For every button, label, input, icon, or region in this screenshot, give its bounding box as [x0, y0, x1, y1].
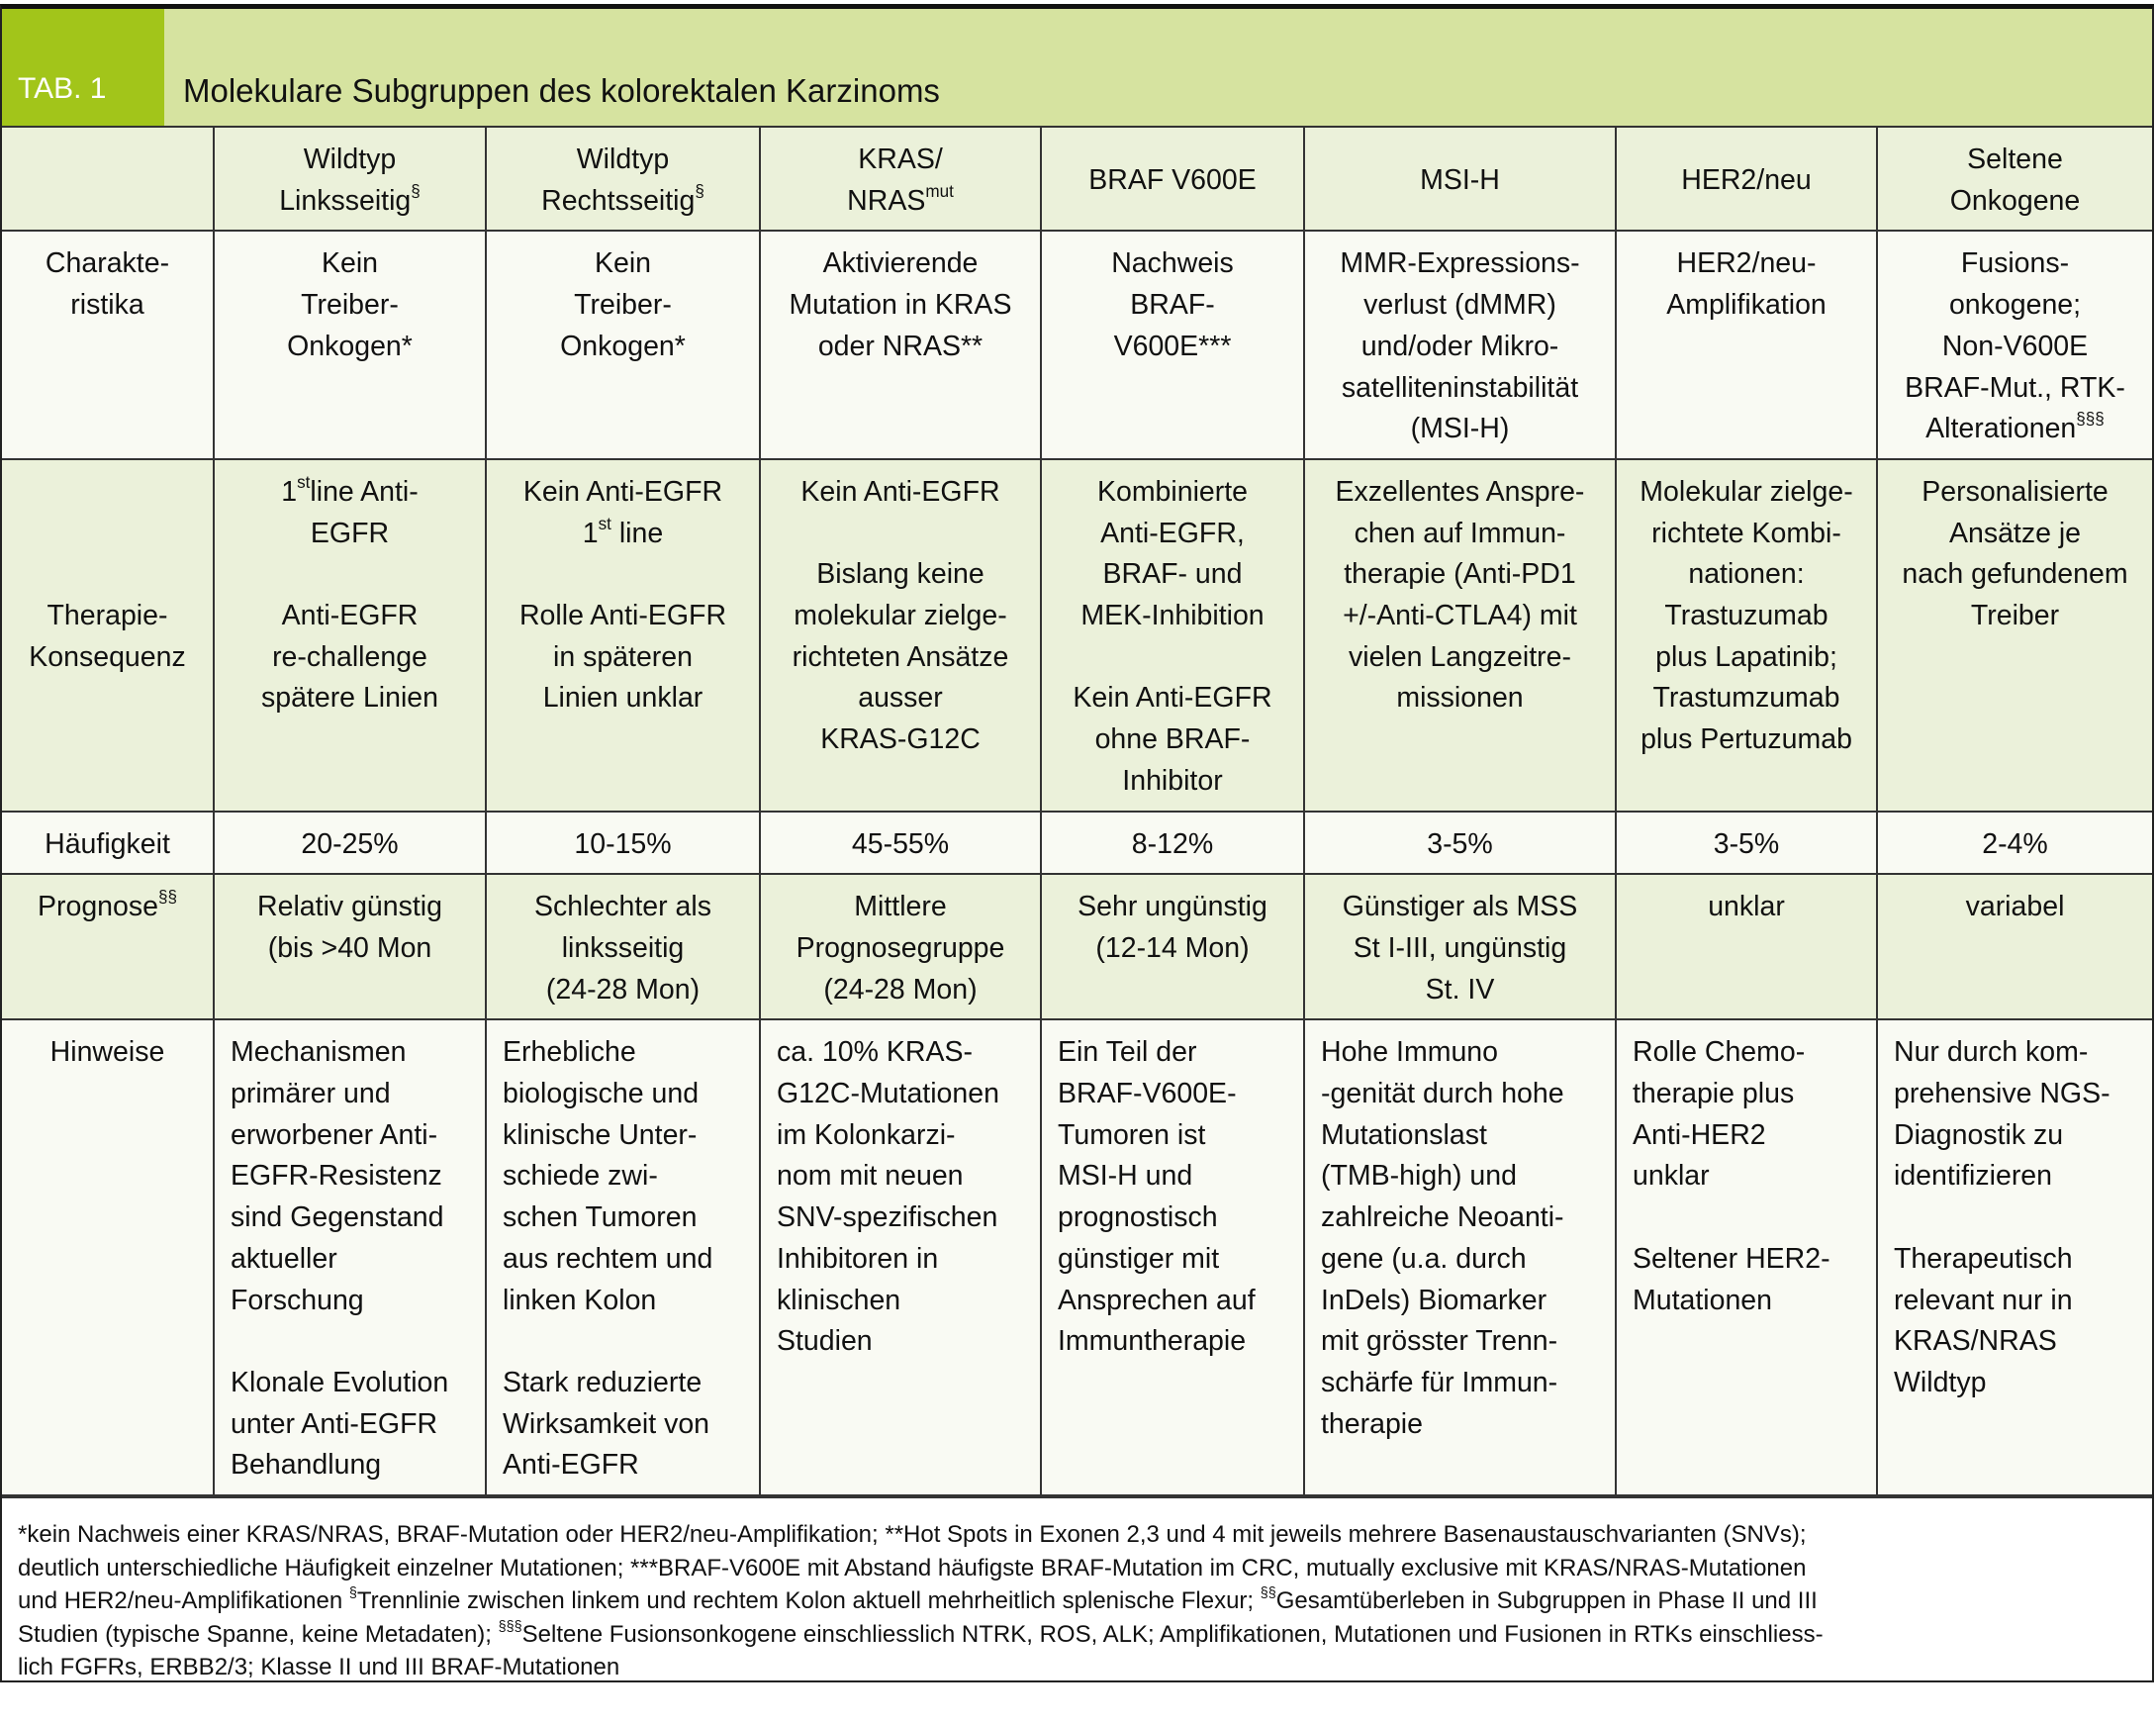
column-header: Wildtyp Linksseitig§ — [213, 128, 487, 233]
superscript-note: §§§ — [498, 1618, 522, 1635]
table-row: Therapie- Konsequenz 1stline Anti- EGFR A… — [2, 457, 2152, 813]
subgroup-table: Wildtyp Linksseitig§ Wildtyp Rechtsseitig… — [2, 128, 2152, 1497]
superscript-note: st — [297, 473, 311, 493]
table-cell: HER2/neu- Amplifikation — [1615, 230, 1878, 460]
superscript-note: mut — [925, 181, 954, 201]
table-cell: Aktivierende Mutation in KRAS oder NRAS*… — [759, 230, 1042, 460]
column-header: Wildtyp Rechtsseitig§ — [485, 128, 761, 233]
table-row: Prognose§§ Relativ günstig (bis >40 Mon Sc… — [2, 873, 2152, 1021]
table-cell: Erhebliche biologische und klinische Unt… — [485, 1018, 761, 1497]
table-cell: Kein Anti-EGFR Bislang keine molekular z… — [759, 457, 1042, 813]
superscript-note: §§ — [1260, 1585, 1276, 1602]
table-row: Häufigkeit 20-25% 10-15% 45-55% 8-12% 3-5% 3-5… — [2, 810, 2152, 876]
table-cell: Kombinierte Anti-EGFR, BRAF- und MEK-Inh… — [1040, 457, 1305, 813]
table-cell: variabel — [1876, 873, 2152, 1021]
table-cell: 3-5% — [1615, 810, 1878, 876]
table-cell: 20-25% — [213, 810, 487, 876]
table-cell: Günstiger als MSS St I-III, ungünstig St… — [1303, 873, 1617, 1021]
table-cell: Molekular zielge- richtete Kombi- nation… — [1615, 457, 1878, 813]
column-header: Seltene Onkogene — [1876, 128, 2152, 233]
table-cell: 45-55% — [759, 810, 1042, 876]
title-band: TAB. 1 Molekulare Subgruppen des kolorek… — [2, 9, 2152, 128]
table-cell: 2-4% — [1876, 810, 2152, 876]
table-cell: Mechanismen primärer und erworbener Anti… — [213, 1018, 487, 1497]
table-cell: Relativ günstig (bis >40 Mon — [213, 873, 487, 1021]
table-cell: Fusions- onkogene; Non-V600E BRAF-Mut., … — [1876, 230, 2152, 460]
table-cell: Personalisierte Ansätze je nach gefunden… — [1876, 457, 2152, 813]
table-cell: Kein Anti-EGFR 1st line Rolle Anti-EGFR … — [485, 457, 761, 813]
table-row: Charakte- ristika Kein Treiber- Onkogen* K… — [2, 230, 2152, 460]
superscript-note: § — [411, 181, 421, 201]
corner-cell — [2, 128, 215, 233]
table-cell: 10-15% — [485, 810, 761, 876]
table-cell: ca. 10% KRAS- G12C-Mutationen im Kolonka… — [759, 1018, 1042, 1497]
table-number-label: TAB. 1 — [2, 9, 164, 126]
column-header: HER2/neu — [1615, 128, 1878, 233]
column-header: MSI-H — [1303, 128, 1617, 233]
table-cell: unklar — [1615, 873, 1878, 1021]
table-cell: Nachweis BRAF- V600E*** — [1040, 230, 1305, 460]
table-cell: Exzellentes Anspre- chen auf Immun- ther… — [1303, 457, 1617, 813]
column-header: KRAS/ NRASmut — [759, 128, 1042, 233]
row-label: Therapie- Konsequenz — [2, 457, 215, 813]
header-row: Wildtyp Linksseitig§ Wildtyp Rechtsseitig… — [2, 128, 2152, 233]
table-cell: Hohe Immuno -genität durch hohe Mutation… — [1303, 1018, 1617, 1497]
table-figure: TAB. 1 Molekulare Subgruppen des kolorek… — [0, 4, 2154, 1683]
column-header: BRAF V600E — [1040, 128, 1305, 233]
footnote: *kein Nachweis einer KRAS/NRAS, BRAF-Mut… — [2, 1496, 2152, 1680]
table-cell: 3-5% — [1303, 810, 1617, 876]
table-cell: Rolle Chemo- therapie plus Anti-HER2 unk… — [1615, 1018, 1878, 1497]
superscript-note: st — [598, 514, 611, 533]
row-label: Hinweise — [2, 1018, 215, 1497]
table-cell: 1stline Anti- EGFR Anti-EGFR re-challeng… — [213, 457, 487, 813]
table-title: Molekulare Subgruppen des kolorektalen K… — [183, 72, 940, 109]
row-label: Prognose§§ — [2, 873, 215, 1021]
superscript-note: §§§ — [2076, 410, 2105, 430]
table-cell: Nur durch kom- prehensive NGS- Diagnosti… — [1876, 1018, 2152, 1497]
table-cell: Kein Treiber- Onkogen* — [213, 230, 487, 460]
table-cell: Mittlere Prognosegruppe (24-28 Mon) — [759, 873, 1042, 1021]
table-cell: Schlechter als linksseitig (24-28 Mon) — [485, 873, 761, 1021]
superscript-note: § — [695, 181, 704, 201]
table-cell: Kein Treiber- Onkogen* — [485, 230, 761, 460]
superscript-note: §§ — [158, 888, 178, 908]
row-label: Häufigkeit — [2, 810, 215, 876]
table-row: Hinweise Mechanismen primärer und erworbe… — [2, 1018, 2152, 1497]
table-cell: Ein Teil der BRAF-V600E- Tumoren ist MSI… — [1040, 1018, 1305, 1497]
table-cell: MMR-Expressions- verlust (dMMR) und/oder… — [1303, 230, 1617, 460]
row-label: Charakte- ristika — [2, 230, 215, 460]
table-cell: 8-12% — [1040, 810, 1305, 876]
superscript-note: § — [348, 1585, 357, 1602]
table-cell: Sehr ungünstig (12-14 Mon) — [1040, 873, 1305, 1021]
